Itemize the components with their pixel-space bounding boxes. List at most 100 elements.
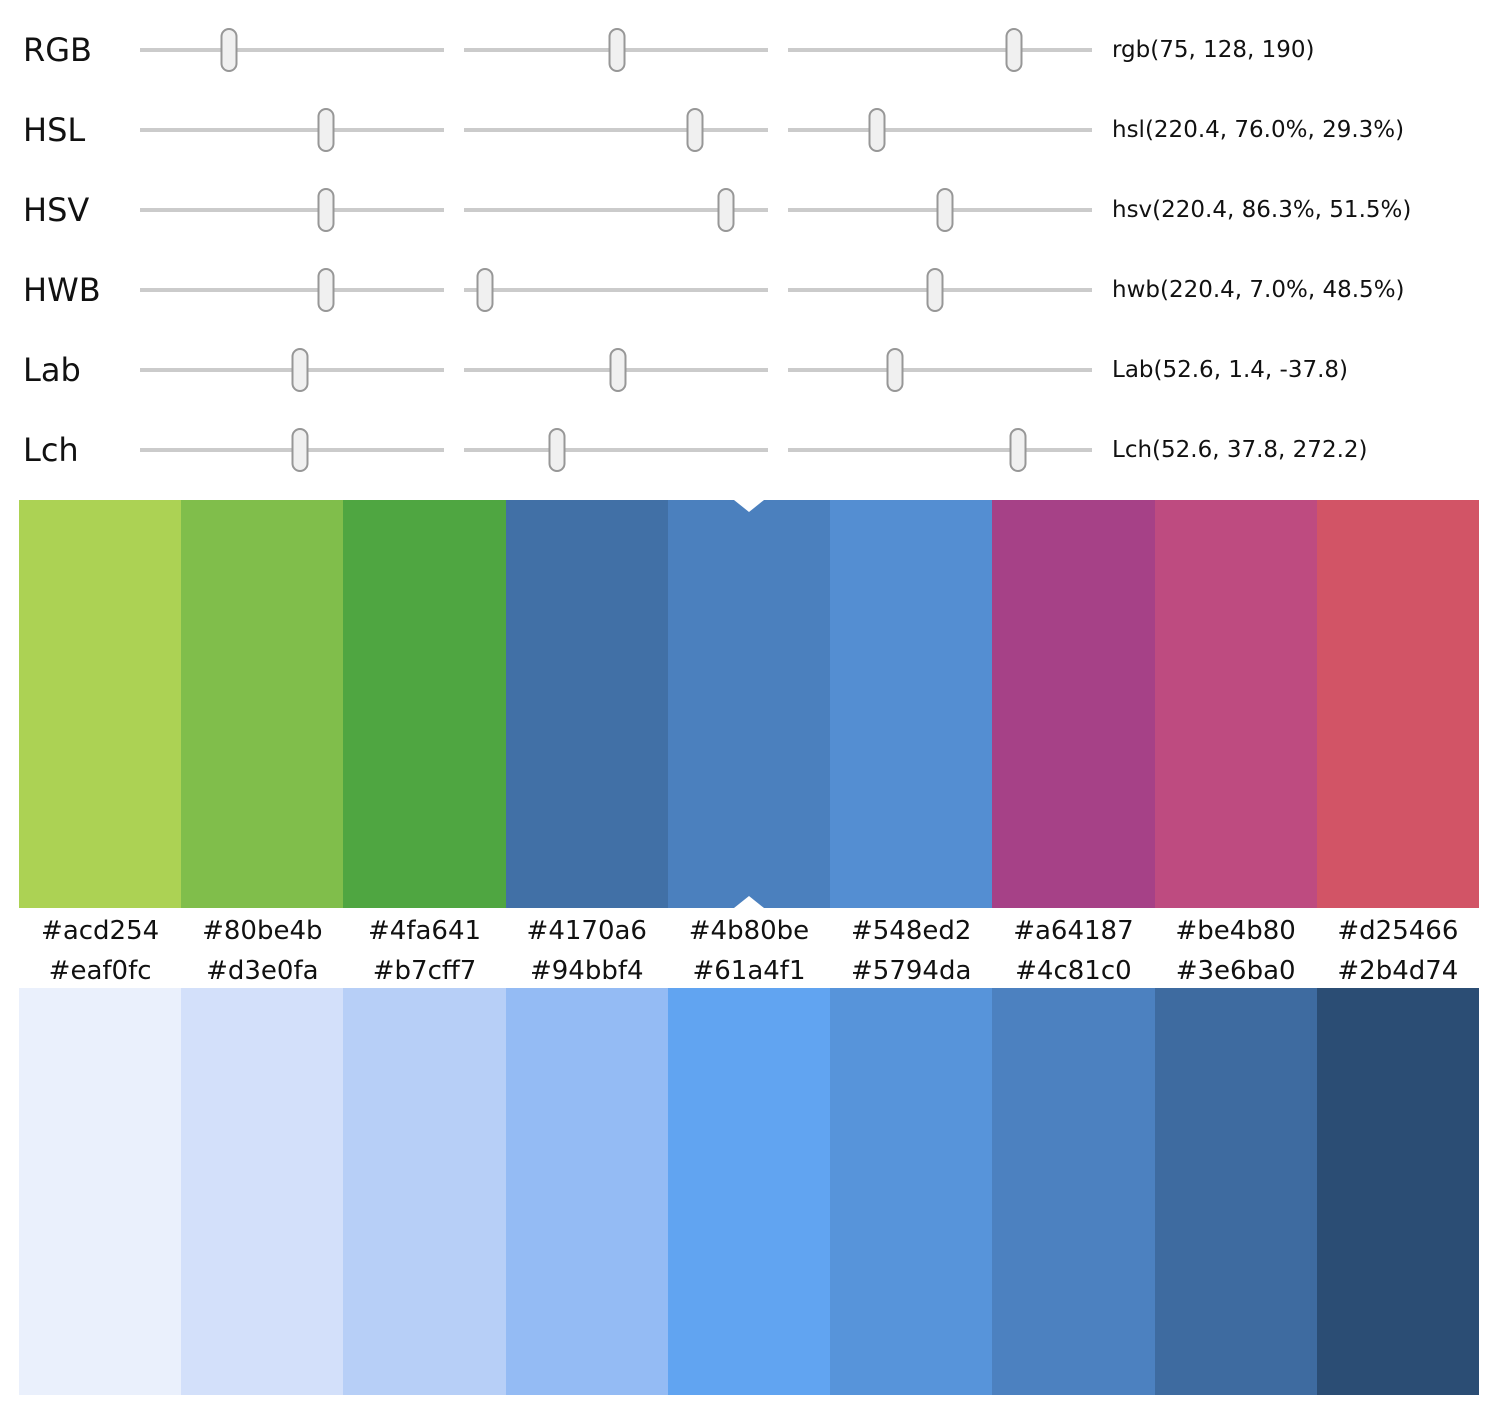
swatch-hex-label: #4170a6 <box>526 915 647 946</box>
palette-swatch[interactable] <box>1154 500 1317 908</box>
slider-row-label: Lch <box>23 431 79 469</box>
slider-track[interactable] <box>464 188 768 232</box>
hue-palette <box>19 500 1479 908</box>
slider-row-label: Lab <box>23 351 81 389</box>
lightness-palette-hex-labels: #eaf0fc #d3e0fa #b7cff7 #94bbf4 #61a4f1 … <box>19 953 1479 988</box>
slider-handle[interactable] <box>868 108 886 152</box>
palette-swatch[interactable] <box>830 988 993 1395</box>
palette-swatch[interactable] <box>1316 988 1479 1395</box>
slider-row-hwb: HWB hwb(220.4, 7.0%, 48.5%) <box>0 250 1501 330</box>
slider-section: RGB rgb(75, 128, 190) HSL hsl(220.4, 76.… <box>0 0 1501 490</box>
slider-handle[interactable] <box>476 268 494 312</box>
swatch-hex-label: #be4b80 <box>1175 915 1296 946</box>
selection-notch-bottom-icon <box>734 896 764 908</box>
slider-track[interactable] <box>140 348 444 392</box>
palette-swatch[interactable] <box>343 988 506 1395</box>
palette-swatch[interactable] <box>1154 988 1317 1395</box>
palette-swatch[interactable] <box>992 500 1155 908</box>
slider-handle[interactable] <box>291 348 309 392</box>
slider-track[interactable] <box>788 28 1092 72</box>
palette-swatch[interactable] <box>1316 500 1479 908</box>
swatch-hex-label: #b7cff7 <box>372 955 477 986</box>
slider-value: hsv(220.4, 86.3%, 51.5%) <box>1112 197 1412 223</box>
slider-track[interactable] <box>140 108 444 152</box>
slider-track[interactable] <box>788 108 1092 152</box>
slider-track-group <box>140 268 1092 312</box>
palette-swatch-selected[interactable] <box>667 500 831 908</box>
slider-handle[interactable] <box>317 108 335 152</box>
selection-notch-top-icon <box>734 500 764 512</box>
slider-track[interactable] <box>464 268 768 312</box>
swatch-hex-label: #5794da <box>851 955 972 986</box>
slider-track[interactable] <box>788 428 1092 472</box>
swatch-hex-label: #a64187 <box>1013 915 1134 946</box>
slider-track[interactable] <box>788 268 1092 312</box>
slider-handle[interactable] <box>926 268 944 312</box>
palette-swatch[interactable] <box>830 500 993 908</box>
slider-row-rgb: RGB rgb(75, 128, 190) <box>0 10 1501 90</box>
slider-handle[interactable] <box>936 188 954 232</box>
slider-handle[interactable] <box>317 268 335 312</box>
slider-handle[interactable] <box>548 428 566 472</box>
slider-track[interactable] <box>464 28 768 72</box>
slider-track[interactable] <box>788 188 1092 232</box>
slider-track[interactable] <box>140 188 444 232</box>
palette-swatch[interactable] <box>667 988 831 1395</box>
slider-value: hsl(220.4, 76.0%, 29.3%) <box>1112 117 1405 143</box>
slider-handle[interactable] <box>717 188 735 232</box>
hue-palette-hex-labels: #acd254 #80be4b #4fa641 #4170a6 #4b80be … <box>19 908 1479 953</box>
palette-swatch[interactable] <box>343 500 506 908</box>
slider-track-group <box>140 108 1092 152</box>
swatch-hex-label: #eaf0fc <box>48 955 152 986</box>
swatch-hex-label: #61a4f1 <box>692 955 806 986</box>
slider-handle[interactable] <box>608 28 626 72</box>
slider-handle[interactable] <box>886 348 904 392</box>
swatch-hex-label: #d3e0fa <box>206 955 319 986</box>
slider-handle[interactable] <box>609 348 627 392</box>
swatch-hex-label: #2b4d74 <box>1337 955 1459 986</box>
slider-track[interactable] <box>464 348 768 392</box>
slider-track[interactable] <box>464 428 768 472</box>
slider-track[interactable] <box>140 428 444 472</box>
slider-handle[interactable] <box>1005 28 1023 72</box>
palette-swatch[interactable] <box>992 988 1155 1395</box>
slider-row-label: HSL <box>23 111 86 149</box>
slider-value: rgb(75, 128, 190) <box>1112 37 1315 63</box>
lightness-palette <box>19 988 1479 1395</box>
slider-track-group <box>140 428 1092 472</box>
slider-value: Lch(52.6, 37.8, 272.2) <box>1112 437 1368 463</box>
slider-track[interactable] <box>140 28 444 72</box>
slider-track[interactable] <box>140 268 444 312</box>
slider-row-hsl: HSL hsl(220.4, 76.0%, 29.3%) <box>0 90 1501 170</box>
swatch-hex-label: #acd254 <box>41 915 160 946</box>
slider-handle[interactable] <box>1009 428 1027 472</box>
slider-track[interactable] <box>788 348 1092 392</box>
swatch-hex-label: #d25466 <box>1337 915 1459 946</box>
swatch-hex-label: #4b80be <box>688 915 810 946</box>
swatch-hex-label: #94bbf4 <box>529 955 644 986</box>
slider-handle[interactable] <box>291 428 309 472</box>
slider-handle[interactable] <box>686 108 704 152</box>
swatch-hex-label: #80be4b <box>202 915 323 946</box>
swatch-hex-label: #4fa641 <box>368 915 482 946</box>
slider-row-lch: Lch Lch(52.6, 37.8, 272.2) <box>0 410 1501 490</box>
slider-value: Lab(52.6, 1.4, -37.8) <box>1112 357 1348 383</box>
swatch-hex-label: #548ed2 <box>850 915 972 946</box>
slider-track-group <box>140 348 1092 392</box>
palette-swatch[interactable] <box>19 988 182 1395</box>
slider-track-group <box>140 188 1092 232</box>
slider-row-label: RGB <box>23 31 92 69</box>
palette-swatch[interactable] <box>181 500 344 908</box>
palette-swatch[interactable] <box>505 988 668 1395</box>
slider-value: hwb(220.4, 7.0%, 48.5%) <box>1112 277 1405 303</box>
slider-handle[interactable] <box>220 28 238 72</box>
slider-row-hsv: HSV hsv(220.4, 86.3%, 51.5%) <box>0 170 1501 250</box>
palette-swatch[interactable] <box>19 500 182 908</box>
palette-swatch[interactable] <box>505 500 668 908</box>
palette-swatch[interactable] <box>181 988 344 1395</box>
slider-track-group <box>140 28 1092 72</box>
slider-row-lab: Lab Lab(52.6, 1.4, -37.8) <box>0 330 1501 410</box>
slider-track[interactable] <box>464 108 768 152</box>
slider-handle[interactable] <box>317 188 335 232</box>
